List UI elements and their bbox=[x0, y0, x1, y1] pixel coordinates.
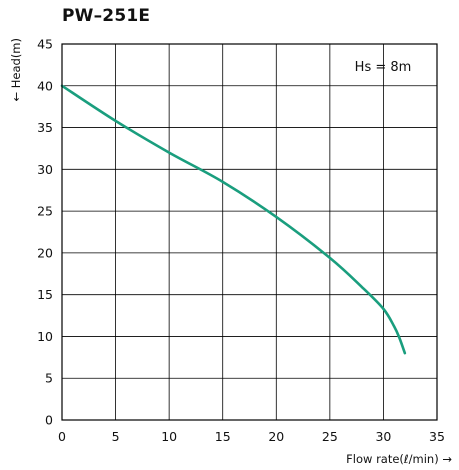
x-tick-label: 15 bbox=[215, 429, 231, 444]
chart-annotation: Hs = 8m bbox=[355, 60, 412, 75]
y-tick-label: 15 bbox=[37, 287, 53, 302]
series-line bbox=[60, 84, 407, 355]
y-tick-label: 10 bbox=[37, 329, 53, 344]
x-tick-label: 0 bbox=[58, 429, 66, 444]
y-tick-label: 0 bbox=[45, 413, 53, 428]
y-tick-label: 30 bbox=[37, 162, 53, 177]
x-tick-label: 10 bbox=[161, 429, 177, 444]
y-tick-label: 35 bbox=[37, 120, 53, 135]
y-tick-label: 25 bbox=[37, 204, 53, 219]
x-tick-label: 35 bbox=[429, 429, 445, 444]
y-tick-label: 20 bbox=[37, 245, 53, 260]
y-tick-label: 5 bbox=[45, 371, 53, 386]
x-axis-label: Flow rate(ℓ/min) → bbox=[346, 452, 452, 466]
x-tick-label: 20 bbox=[268, 429, 284, 444]
plot-frame bbox=[61, 43, 438, 421]
x-tick-label: 25 bbox=[322, 429, 338, 444]
x-tick-label: 30 bbox=[375, 429, 391, 444]
y-tick-label: 40 bbox=[37, 78, 53, 93]
y-axis-label: ← Head(m) bbox=[9, 38, 23, 102]
y-tick-label: 45 bbox=[37, 37, 53, 52]
x-tick-label: 5 bbox=[112, 429, 120, 444]
chart-title: PW–251E bbox=[62, 6, 151, 26]
